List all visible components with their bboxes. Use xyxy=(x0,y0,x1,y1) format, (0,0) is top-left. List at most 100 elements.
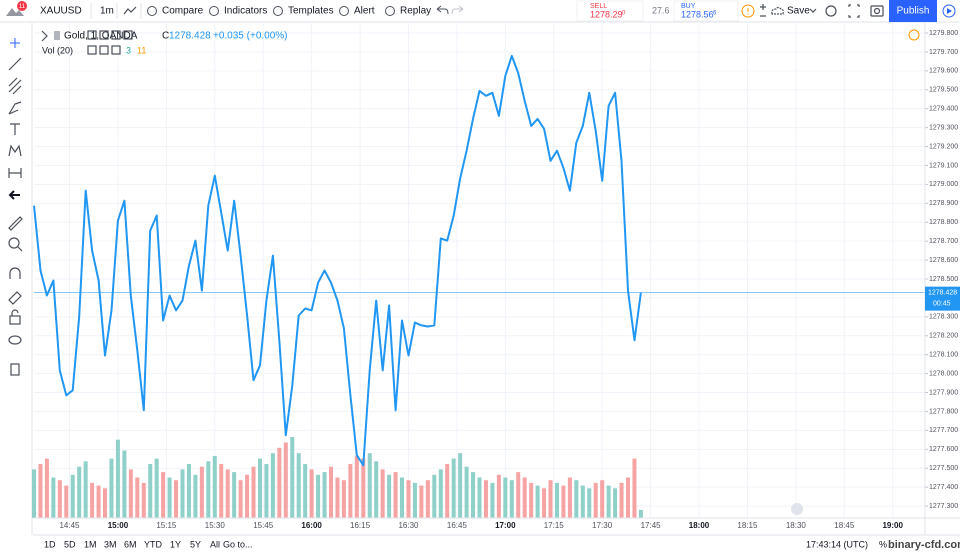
volume-bar xyxy=(238,480,243,518)
warning-icon[interactable] xyxy=(908,29,920,41)
x-tick-label: 18:30 xyxy=(786,521,807,530)
hide-tools[interactable] xyxy=(8,190,20,200)
volume-bar xyxy=(335,477,340,518)
lock-tool[interactable] xyxy=(9,315,21,325)
last-price-box xyxy=(925,286,960,311)
goto[interactable]: Go to... xyxy=(223,539,253,549)
zoom-tool[interactable] xyxy=(8,237,20,249)
event-flag[interactable] xyxy=(791,503,803,515)
interval[interactable]: 1m xyxy=(100,6,114,17)
volume-name: Vol (20) xyxy=(42,45,73,55)
x-tick-label: 18:15 xyxy=(737,521,758,530)
magnet-tool[interactable] xyxy=(9,267,21,279)
visibility-tool[interactable] xyxy=(8,335,22,345)
legend-icon[interactable] xyxy=(111,45,121,55)
volume-bar xyxy=(174,480,179,518)
chart-style-icon[interactable] xyxy=(123,6,137,15)
brush-tool[interactable] xyxy=(8,101,22,115)
legend-icon[interactable] xyxy=(99,45,109,55)
toolbar-button[interactable]: Indicators xyxy=(224,6,267,17)
volume-bar xyxy=(348,464,353,518)
volume-bar xyxy=(109,458,114,518)
publish-button[interactable] xyxy=(889,0,937,22)
trash-tool[interactable] xyxy=(10,363,20,376)
watermark: binary-cfd.com xyxy=(888,539,960,551)
legend-icon[interactable] xyxy=(111,30,121,40)
toolbar-button[interactable]: Compare xyxy=(162,6,204,17)
close-prefix: C xyxy=(162,31,169,42)
fullscreen-icon[interactable] xyxy=(848,4,860,18)
legend-icon[interactable] xyxy=(87,30,97,40)
x-tick-label: 16:15 xyxy=(350,521,371,530)
range-button[interactable]: All xyxy=(210,539,220,549)
menu-logo[interactable] xyxy=(6,8,24,16)
x-tick-label: 15:30 xyxy=(205,521,226,530)
y-tick-label: 1278.200 xyxy=(929,333,958,340)
volume-bar xyxy=(206,461,211,518)
volume-ma-value: 11 xyxy=(137,45,146,55)
volume-bar xyxy=(322,472,327,518)
prediction-tool[interactable] xyxy=(8,168,22,178)
range-button[interactable]: 5D xyxy=(64,539,76,549)
volume-bar xyxy=(283,442,288,518)
volume-bar xyxy=(561,485,566,518)
toolbar-button[interactable]: Replay xyxy=(400,6,431,17)
clock: 17:43:14 (UTC) xyxy=(806,539,868,549)
volume-bar xyxy=(354,455,359,518)
crosshair-tool[interactable] xyxy=(10,38,20,48)
volume-bar xyxy=(141,482,146,518)
toolbar-button[interactable]: Alert xyxy=(354,6,375,17)
volume-bar xyxy=(406,480,411,518)
volume-bar xyxy=(393,472,398,518)
volume-bar xyxy=(613,488,618,518)
volume-bar xyxy=(496,474,501,518)
x-tick-label: 15:15 xyxy=(156,521,177,530)
range-button[interactable]: 1M xyxy=(84,539,97,549)
volume-bar xyxy=(490,482,495,518)
y-tick-label: 1278.900 xyxy=(929,200,958,207)
save-caret[interactable] xyxy=(809,8,817,13)
qty-icon[interactable] xyxy=(760,4,766,17)
range-button[interactable]: 3M xyxy=(104,539,117,549)
x-tick-label: 17:30 xyxy=(592,521,613,530)
x-tick-label: 17:15 xyxy=(544,521,565,530)
percent-toggle[interactable]: % xyxy=(879,539,887,549)
range-button[interactable]: 6M xyxy=(124,539,137,549)
toolbar-button[interactable]: Templates xyxy=(288,6,334,17)
volume-bar xyxy=(38,464,43,518)
legend-icon[interactable] xyxy=(87,45,97,55)
volume-bar xyxy=(57,480,62,518)
volume-bar xyxy=(232,472,237,518)
sell-box[interactable] xyxy=(576,0,644,22)
y-tick-label: 1279.700 xyxy=(929,49,958,56)
volume-bar xyxy=(509,480,514,518)
legend-collapse[interactable] xyxy=(41,30,48,42)
play-icon[interactable] xyxy=(942,4,956,18)
settings-icon[interactable] xyxy=(825,5,837,17)
y-tick-label: 1277.500 xyxy=(929,465,958,472)
volume-bar xyxy=(90,482,95,518)
symbol[interactable]: XAUUSD xyxy=(40,6,82,17)
volume-bar xyxy=(115,439,120,518)
save[interactable]: Save xyxy=(787,6,810,17)
pattern-tool[interactable] xyxy=(8,144,22,157)
ruler-tool[interactable] xyxy=(8,216,23,231)
legend-icon[interactable] xyxy=(123,30,133,40)
stay-drawing-tool[interactable] xyxy=(8,291,22,305)
buy-box[interactable] xyxy=(673,0,739,22)
camera-icon[interactable] xyxy=(870,5,884,17)
range-button[interactable]: 5Y xyxy=(190,539,201,549)
volume-bar xyxy=(626,477,630,518)
trendline-tool[interactable] xyxy=(8,57,22,71)
info-icon[interactable] xyxy=(741,4,755,18)
range-button[interactable]: 1Y xyxy=(170,539,181,549)
legend-icon[interactable] xyxy=(99,30,109,40)
volume-bar xyxy=(161,472,166,518)
range-button[interactable]: 1D xyxy=(44,539,56,549)
fib-tool[interactable] xyxy=(8,77,22,95)
range-button[interactable]: YTD xyxy=(144,539,163,549)
y-tick-label: 1277.900 xyxy=(929,389,958,396)
text-tool[interactable] xyxy=(10,123,20,135)
volume-bar xyxy=(387,474,392,518)
volume-bar xyxy=(51,477,56,518)
